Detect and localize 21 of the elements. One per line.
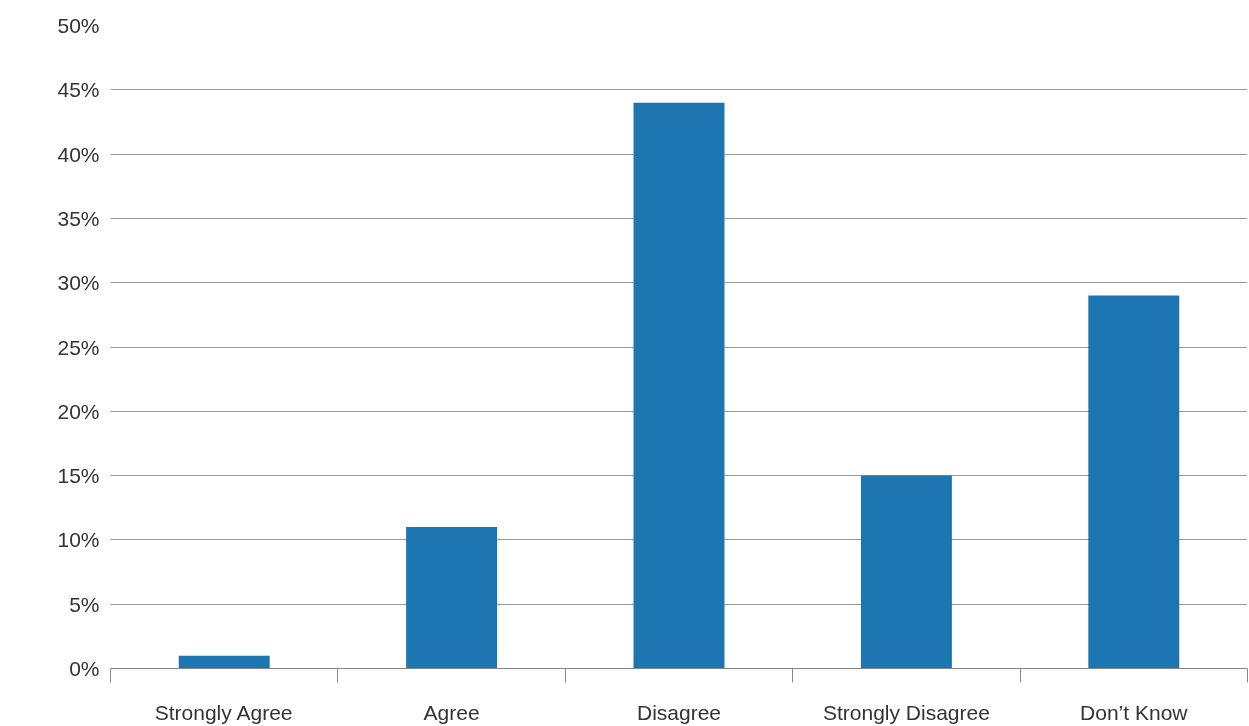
y-tick-label: 40%	[57, 142, 100, 166]
y-tick-label: 35%	[57, 206, 100, 230]
y-tick-label: 15%	[57, 464, 100, 488]
bar	[406, 527, 498, 669]
bar	[633, 102, 725, 669]
x-tick-label: Agree	[423, 700, 480, 724]
x-tick-label: Don’t Know	[1080, 700, 1189, 724]
y-tick-label: 0%	[69, 657, 100, 680]
bar	[178, 655, 270, 669]
y-tick-label: 45%	[57, 78, 100, 102]
y-tick-label: 5%	[69, 592, 100, 616]
y-tick-label: 10%	[57, 528, 100, 552]
y-tick-label: 50%	[57, 14, 100, 37]
bar	[860, 475, 952, 669]
y-tick-label: 20%	[57, 399, 100, 423]
x-tick-label: Disagree	[636, 700, 722, 724]
x-tick-label: Strongly Disagree	[822, 700, 990, 724]
y-tick-label: 25%	[57, 335, 100, 359]
x-tick-label: Strongly Agree	[154, 700, 293, 724]
bar	[1088, 295, 1180, 669]
y-tick-label: 30%	[57, 271, 100, 295]
